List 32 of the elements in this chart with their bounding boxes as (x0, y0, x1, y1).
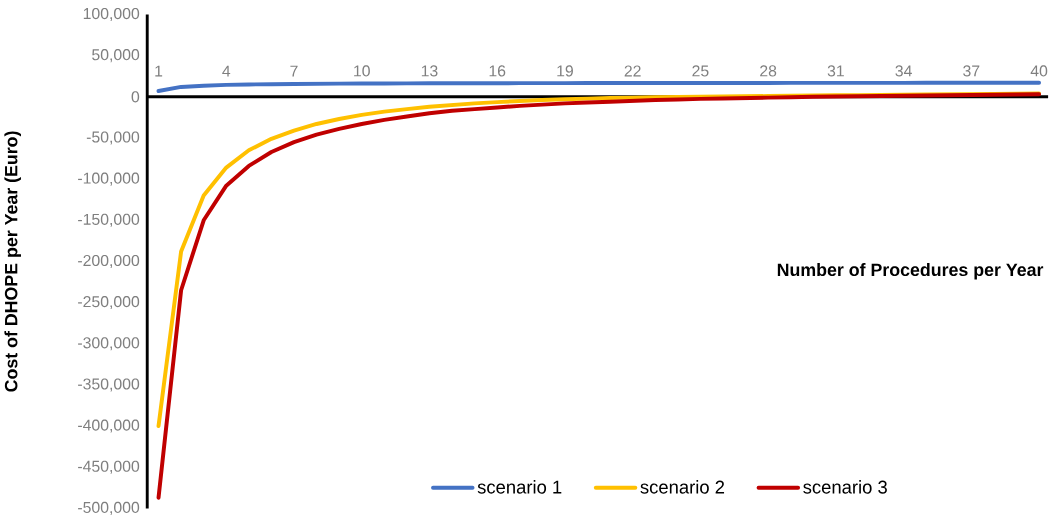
y-tick-label: -400,000 (78, 419, 140, 433)
x-tick-label: 40 (1030, 65, 1048, 77)
y-tick-label: -500,000 (78, 502, 140, 516)
x-tick-label: 7 (290, 65, 298, 77)
y-tick-label: -150,000 (78, 214, 140, 228)
legend-label: scenario 2 (640, 480, 725, 494)
x-tick-label: 22 (624, 65, 641, 77)
x-tick-label: 1 (155, 65, 163, 77)
legend-label: scenario 1 (477, 480, 562, 494)
y-tick-label: -350,000 (78, 378, 140, 392)
x-tick-label: 10 (354, 65, 370, 77)
y-tick-label: 100,000 (83, 8, 140, 22)
x-tick-label: 37 (963, 65, 980, 77)
legend-label: scenario 3 (803, 480, 887, 494)
x-tick-label: 13 (421, 65, 438, 77)
y-tick-label: -300,000 (78, 337, 140, 351)
x-tick-label: 19 (557, 65, 573, 77)
x-axis-title: Number of Procedures per Year (777, 263, 1044, 280)
x-tick-label: 25 (692, 65, 709, 77)
y-tick-label: 0 (131, 91, 140, 103)
x-tick-label: 4 (222, 65, 231, 77)
y-axis-title: Cost of DHOPE per Year (Euro) (4, 131, 21, 392)
x-tick-label: 16 (489, 65, 506, 77)
y-tick-label: -250,000 (78, 296, 140, 310)
y-tick-label: -50,000 (86, 131, 140, 145)
y-tick-label: -200,000 (78, 255, 140, 269)
y-tick-label: -450,000 (78, 460, 140, 474)
x-tick-label: 28 (760, 65, 777, 77)
y-tick-label: 50,000 (92, 49, 140, 63)
x-tick-label: 31 (827, 65, 844, 77)
y-tick-label: -100,000 (78, 172, 140, 186)
x-tick-label: 34 (895, 65, 912, 77)
